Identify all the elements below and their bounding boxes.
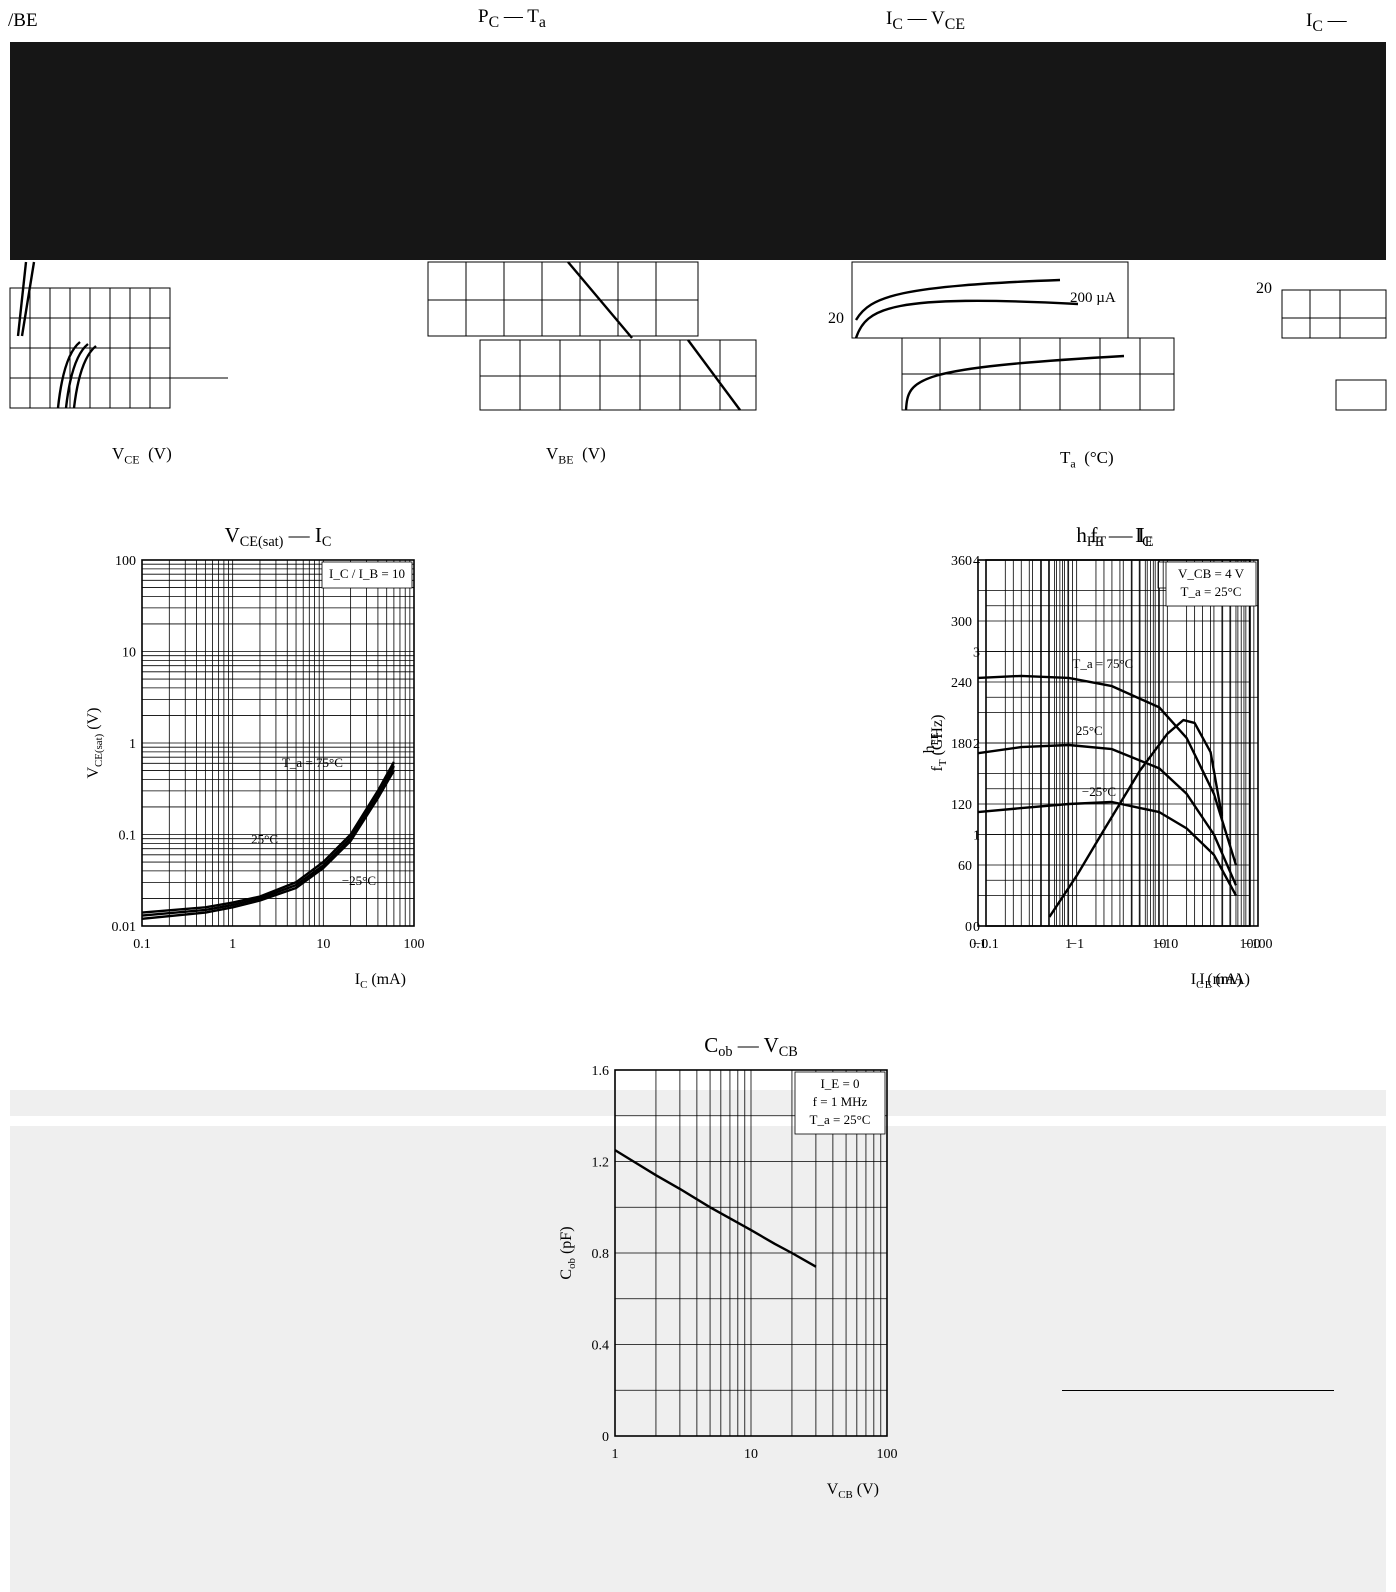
chart-svg-3: 1.6 1.2 0.8 0.4 01 10 100 Cob — VCB VCB (V) Cob (…: [558, 1033, 898, 1501]
top-header-ic: IC —: [1306, 10, 1347, 35]
top-xlabel-vbe: VBE (V): [546, 444, 606, 467]
x-tick-label-2: 10: [1152, 937, 1166, 952]
x-tick-label-0: 0.1: [969, 937, 987, 952]
y-tick-label-3: 0.1: [119, 829, 137, 844]
chart-svg-0: 100 10 1 0.1 0.01 0.1 1 10 100 VCE(sat) — IC IC (m…: [85, 523, 425, 991]
top-header-pc-ta: PC — Ta: [478, 6, 546, 31]
annotation-2: −25°C: [342, 873, 376, 888]
y-tick-label-2: 240: [951, 676, 972, 691]
x-axis-label: VCB (V): [827, 1481, 879, 1501]
x-tick-label-1: −1: [1069, 937, 1084, 952]
x-tick-label-3: 100: [1240, 937, 1261, 952]
x-tick-label-1: 10: [744, 1447, 758, 1462]
top-frag-20b: 20: [1256, 280, 1272, 297]
y-tick-label-3: 1: [973, 829, 980, 844]
condition-box: V_CB = 4 V T_a = 25°C: [1165, 561, 1257, 607]
chart-title: hFE — IC: [1076, 523, 1151, 550]
y-axis-label: fT (GHz): [929, 715, 949, 772]
bottom-white-stripe: [10, 1080, 1386, 1090]
chart-vcesat-ic: 100 10 1 0.1 0.01 0.1 1 10 100 VCE(sat) — IC IC (m…: [0, 505, 460, 1015]
y-tick-label-0: 360: [951, 554, 972, 569]
y-tick-label-1: 300: [951, 615, 972, 630]
x-tick-label-0: −0.1: [973, 937, 998, 952]
y-tick-label-4: 0: [973, 920, 980, 935]
chart-title: Cob — VCB: [704, 1033, 798, 1060]
top-xlabel-vce: VCE (V): [112, 444, 172, 467]
chart-title: VCE(sat) — IC: [225, 523, 332, 550]
x-tick-label-2: 100: [877, 1447, 898, 1462]
annotation-1: 25°C: [1076, 723, 1103, 738]
y-tick-label-1: 1.2: [592, 1156, 610, 1171]
x-tick-label-2: −10: [1156, 937, 1178, 952]
condition-text-2: T_a = 25°C: [810, 1112, 871, 1127]
series-line-0: [1048, 718, 1224, 918]
y-axis-label: Cob (pF): [558, 1226, 578, 1279]
y-tick-label-4: 0: [602, 1430, 609, 1445]
y-tick-label-6: 0: [965, 920, 972, 935]
top-frag-20a: 20: [828, 310, 844, 327]
plot-frame: [614, 1069, 888, 1437]
annotation-0: T_a = 75°C: [282, 755, 343, 770]
y-tick-label-2: 0.8: [592, 1247, 610, 1262]
y-tick-label-5: 60: [958, 859, 972, 874]
y-axis-label: VCE(sat) (V): [85, 707, 105, 778]
series-line-0: [141, 761, 395, 914]
x-tick-label-0: 0.1: [133, 937, 151, 952]
top-row-residue: [9, 261, 1387, 411]
x-tick-label-3: −100: [1244, 937, 1273, 952]
chart-ft-ie: 4 3 2 1 0 −0.1 −1 −10 −100 fT — IE IE (mA) fT (GHz)…: [0, 505, 1300, 1015]
y-tick-label-1: 10: [122, 646, 136, 661]
y-tick-label-3: 180: [951, 737, 972, 752]
annotation-0: T_a = 75°C: [1072, 656, 1133, 671]
x-tick-label-1: 1: [229, 937, 236, 952]
top-header-vbe: /BE: [8, 10, 38, 31]
top-header-ic-vce: IC — VCE: [886, 8, 966, 33]
grid: [985, 559, 1258, 927]
top-xlabel-ta: Ta (°C): [1060, 448, 1114, 471]
x-tick-label-3: 100: [404, 937, 425, 952]
y-tick-label-3: 0.4: [592, 1339, 610, 1354]
y-tick-label-0: 4: [973, 554, 980, 569]
condition-text-0: I_E = 0: [820, 1076, 859, 1091]
bottom-white-stripe-2: [10, 1116, 1386, 1126]
x-axis-label: IC (mA): [1191, 971, 1242, 991]
y-tick-label-4: 120: [951, 798, 972, 813]
y-tick-label-4: 0.01: [112, 920, 137, 935]
series-line-1: [141, 765, 395, 917]
y-tick-label-1: 3: [973, 646, 980, 661]
condition-text-1: T_a = 25°C: [1181, 584, 1242, 599]
x-tick-label-0: 1: [612, 1447, 619, 1462]
plot-frame: [985, 559, 1259, 927]
x-axis-label: IE (mA): [1199, 971, 1250, 991]
x-tick-label-1: 1: [1065, 937, 1072, 952]
condition-text-0: V_CB = 4 V: [1178, 566, 1245, 581]
annotation-1: 25°C: [251, 831, 278, 846]
plot-frame: [141, 559, 415, 927]
series-line-0: [614, 1149, 817, 1268]
top-frag-200ua: 200 µA: [1070, 290, 1116, 306]
annotation-2: −25°C: [1082, 784, 1116, 799]
divider-line: [1062, 1390, 1334, 1391]
condition-text-1: f = 1 MHz: [813, 1094, 868, 1109]
y-tick-label-0: 1.6: [592, 1064, 610, 1079]
condition-text-0: I_C / I_B = 10: [329, 566, 405, 581]
x-tick-label-2: 10: [316, 937, 330, 952]
x-axis-label: IC (mA): [355, 971, 406, 991]
y-tick-label-2: 1: [129, 737, 136, 752]
condition-box: I_E = 0 f = 1 MHz T_a = 25°C: [794, 1071, 886, 1135]
condition-box: I_C / I_B = 10: [321, 561, 413, 589]
y-axis-label: hFE: [921, 732, 941, 753]
chart-title: fT — IE: [1091, 523, 1154, 550]
y-tick-label-2: 2: [973, 737, 980, 752]
corrupted-dark-band: [10, 42, 1386, 260]
series-line-2: [141, 769, 395, 920]
bottom-grey-band: [10, 1086, 1386, 1592]
chart-cob-vcb: 1.6 1.2 0.8 0.4 0 1 10 100 Cob — VCB VCB (V) Cob (…: [0, 1010, 900, 1530]
y-tick-label-0: 100: [115, 554, 136, 569]
